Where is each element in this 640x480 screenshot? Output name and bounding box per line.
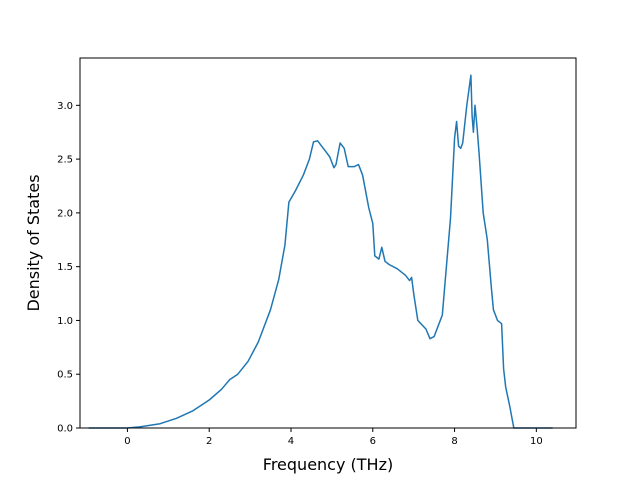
series-layer bbox=[88, 74, 553, 429]
y-axis-label: Density of States bbox=[24, 174, 43, 311]
y-tick-label: 2.0 bbox=[57, 208, 73, 219]
y-tick-label: 1.0 bbox=[57, 316, 73, 327]
x-tick-label: 6 bbox=[370, 436, 376, 447]
x-tick-label: 10 bbox=[530, 436, 543, 447]
x-axis-ticks: 0 2 4 6 8 10 bbox=[124, 428, 543, 447]
x-tick-label: 8 bbox=[451, 436, 457, 447]
plot-background bbox=[80, 58, 576, 428]
dos-line bbox=[88, 74, 553, 429]
y-tick-label: 1.5 bbox=[57, 262, 73, 273]
y-tick-label: 0.0 bbox=[57, 424, 73, 435]
y-tick-label: 0.5 bbox=[57, 370, 73, 381]
plot-frame bbox=[79, 57, 577, 429]
x-axis-label: Frequency (THz) bbox=[263, 455, 393, 474]
x-tick-label: 0 bbox=[124, 436, 130, 447]
y-axis-ticks: 0.0 0.5 1.0 1.5 2.0 2.5 3.0 bbox=[57, 101, 80, 435]
y-tick-label: 3.0 bbox=[57, 101, 73, 112]
x-tick-label: 4 bbox=[288, 436, 294, 447]
x-tick-label: 2 bbox=[206, 436, 212, 447]
y-tick-label: 2.5 bbox=[57, 155, 73, 166]
